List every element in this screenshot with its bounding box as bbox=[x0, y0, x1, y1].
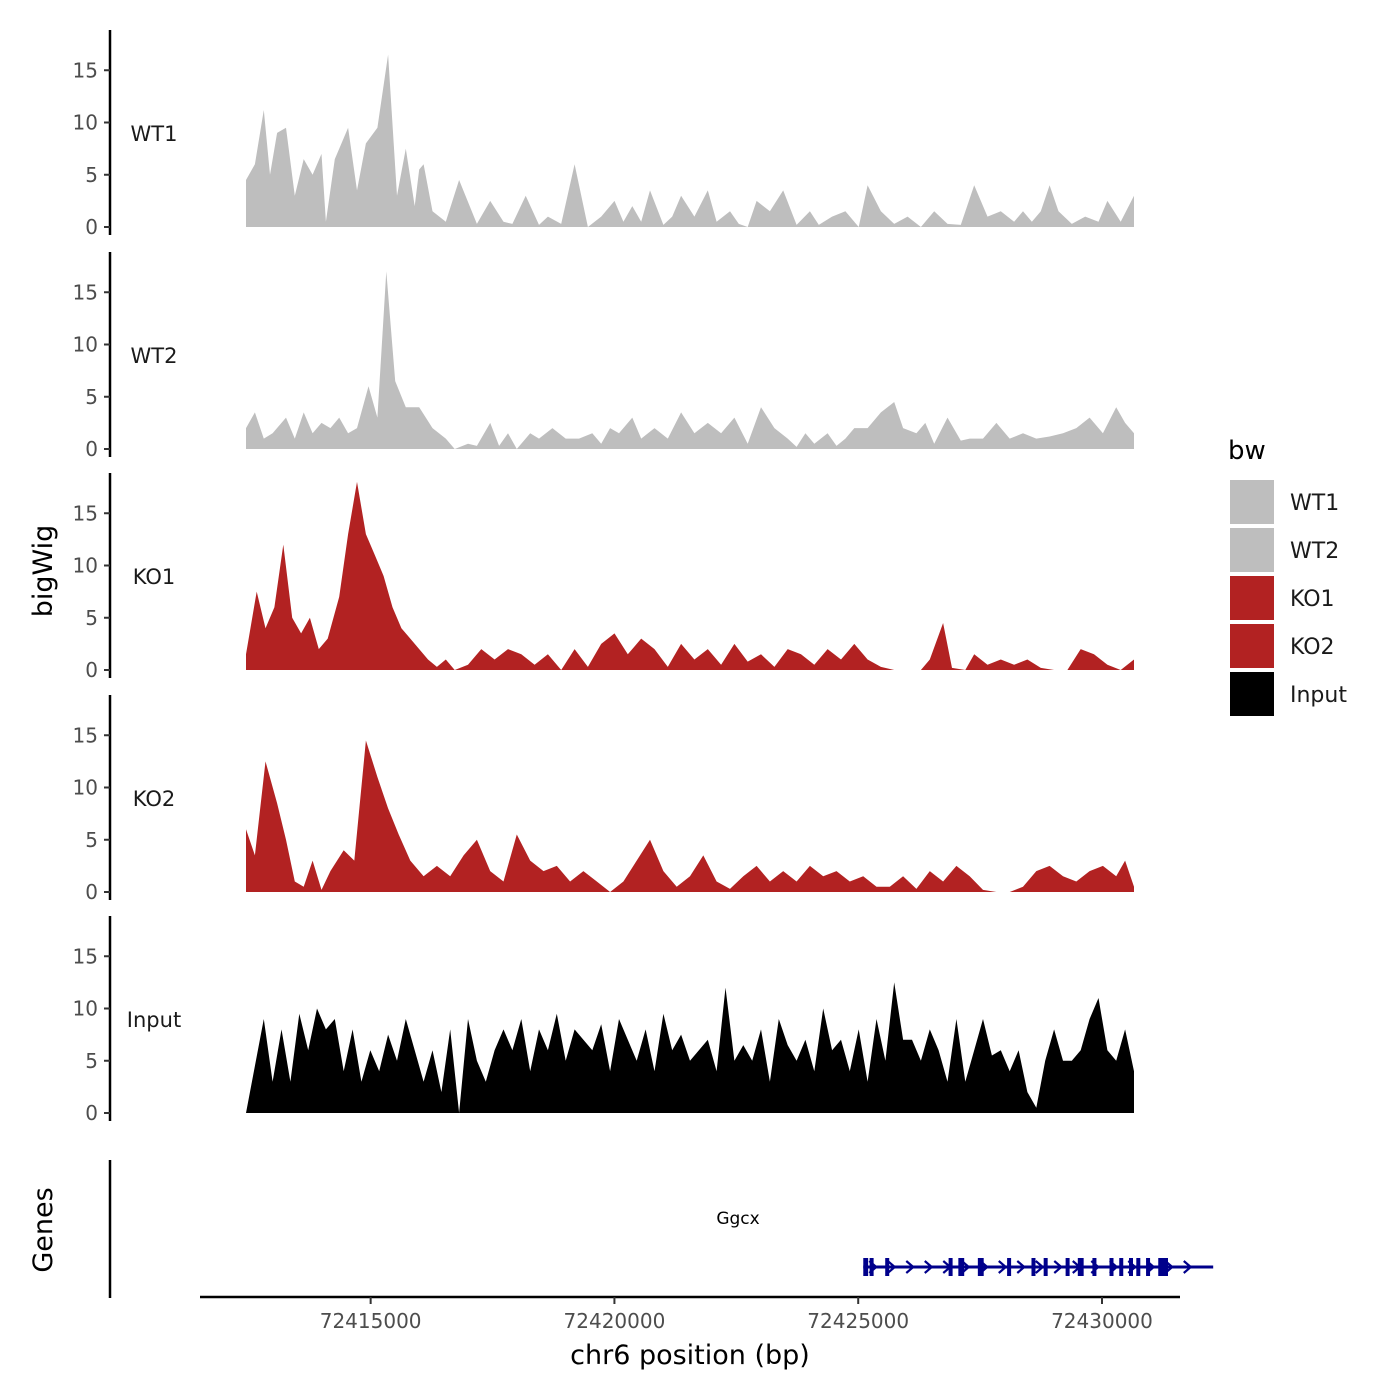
exon bbox=[1146, 1258, 1151, 1276]
y-axis-title: bigWig bbox=[28, 525, 59, 618]
exon bbox=[958, 1258, 965, 1276]
coverage-area bbox=[246, 271, 1134, 449]
legend-swatch bbox=[1230, 672, 1274, 716]
legend-label: Input bbox=[1290, 683, 1347, 708]
y-tick-label: 5 bbox=[85, 163, 98, 187]
exon bbox=[1031, 1258, 1036, 1276]
strand-arrow bbox=[1035, 1260, 1045, 1274]
y-tick-label: 15 bbox=[73, 280, 98, 304]
legend-swatch bbox=[1230, 624, 1274, 668]
coverage-area bbox=[246, 740, 1134, 892]
exon bbox=[948, 1258, 953, 1276]
legend: bw WT1 WT2 KO1 KO2 Input bbox=[1228, 436, 1347, 716]
x-tick-label: 72415000 bbox=[320, 1309, 422, 1333]
strand-arrow bbox=[1016, 1260, 1026, 1274]
exon bbox=[885, 1258, 890, 1276]
strand-arrow bbox=[905, 1260, 915, 1274]
exon bbox=[1109, 1258, 1114, 1276]
track-wt1: 0 5 10 15 WT1 bbox=[73, 30, 1134, 239]
exon bbox=[1077, 1258, 1084, 1276]
y-tick-label: 0 bbox=[85, 880, 98, 904]
x-tick-label: 72430000 bbox=[1051, 1309, 1153, 1333]
track-label: KO2 bbox=[133, 787, 176, 811]
legend-swatch bbox=[1230, 480, 1274, 524]
y-tick-label: 0 bbox=[85, 1101, 98, 1125]
x-axis: 72415000 72420000 72425000 72430000 bbox=[200, 1295, 1180, 1333]
coverage-area bbox=[246, 982, 1134, 1113]
exon bbox=[1043, 1258, 1048, 1276]
exon bbox=[1128, 1258, 1133, 1276]
y-tick-label: 15 bbox=[73, 58, 98, 82]
exon bbox=[1007, 1258, 1012, 1276]
exon bbox=[977, 1258, 984, 1276]
legend-label: WT1 bbox=[1290, 491, 1339, 516]
track-label: KO1 bbox=[133, 565, 176, 589]
x-tick-label: 72425000 bbox=[807, 1309, 909, 1333]
legend-label: KO1 bbox=[1290, 587, 1335, 612]
y-tick-label: 10 bbox=[73, 554, 98, 578]
track-label: WT1 bbox=[131, 122, 178, 146]
track-ko2: 0 5 10 15 KO2 bbox=[73, 695, 1134, 904]
coverage-area bbox=[246, 481, 1134, 670]
y-tick-label: 10 bbox=[73, 776, 98, 800]
track-panels: 0 5 10 15 WT1 0 5 10 15 WT2 0 5 10 15 KO1 0 5 10 15 KO2 0 5 10… bbox=[73, 30, 1134, 1125]
x-axis-title: chr6 position (bp) bbox=[570, 1340, 810, 1371]
legend-swatch bbox=[1230, 528, 1274, 572]
strand-arrow bbox=[887, 1260, 897, 1274]
legend-title: bw bbox=[1228, 436, 1266, 466]
x-tick-label: 72420000 bbox=[564, 1309, 666, 1333]
y-tick-label: 15 bbox=[73, 501, 98, 525]
track-ko1: 0 5 10 15 KO1 bbox=[73, 473, 1134, 682]
legend-swatch bbox=[1230, 576, 1274, 620]
genes-axis-title: Genes bbox=[28, 1187, 59, 1272]
strand-arrow bbox=[998, 1260, 1008, 1274]
y-tick-label: 5 bbox=[85, 606, 98, 630]
gene-name: Ggcx bbox=[716, 1209, 759, 1229]
y-tick-label: 0 bbox=[85, 658, 98, 682]
strand-arrow bbox=[1053, 1260, 1063, 1274]
y-tick-label: 10 bbox=[73, 997, 98, 1021]
exon bbox=[1119, 1258, 1124, 1276]
y-tick-label: 0 bbox=[85, 215, 98, 239]
y-tick-label: 5 bbox=[85, 385, 98, 409]
strand-arrow bbox=[1183, 1260, 1193, 1274]
exon bbox=[863, 1258, 869, 1276]
strand-arrow bbox=[924, 1260, 934, 1274]
track-input: 0 5 10 15 Input bbox=[73, 916, 1134, 1125]
gene-track: Ggcx bbox=[108, 1160, 1214, 1298]
exon bbox=[1158, 1258, 1168, 1276]
y-tick-label: 0 bbox=[85, 437, 98, 461]
legend-label: WT2 bbox=[1290, 539, 1339, 564]
coverage-area bbox=[246, 54, 1134, 227]
y-tick-label: 10 bbox=[73, 333, 98, 357]
exon bbox=[1136, 1258, 1141, 1276]
exon bbox=[1092, 1258, 1097, 1276]
y-tick-label: 5 bbox=[85, 828, 98, 852]
track-label: WT2 bbox=[131, 344, 178, 368]
track-label: Input bbox=[127, 1008, 181, 1032]
y-tick-label: 10 bbox=[73, 111, 98, 135]
exon bbox=[1065, 1258, 1070, 1276]
y-tick-label: 5 bbox=[85, 1049, 98, 1073]
exon bbox=[869, 1258, 874, 1276]
y-tick-label: 15 bbox=[73, 723, 98, 747]
track-wt2: 0 5 10 15 WT2 bbox=[73, 252, 1134, 461]
legend-label: KO2 bbox=[1290, 635, 1335, 660]
y-tick-label: 15 bbox=[73, 944, 98, 968]
